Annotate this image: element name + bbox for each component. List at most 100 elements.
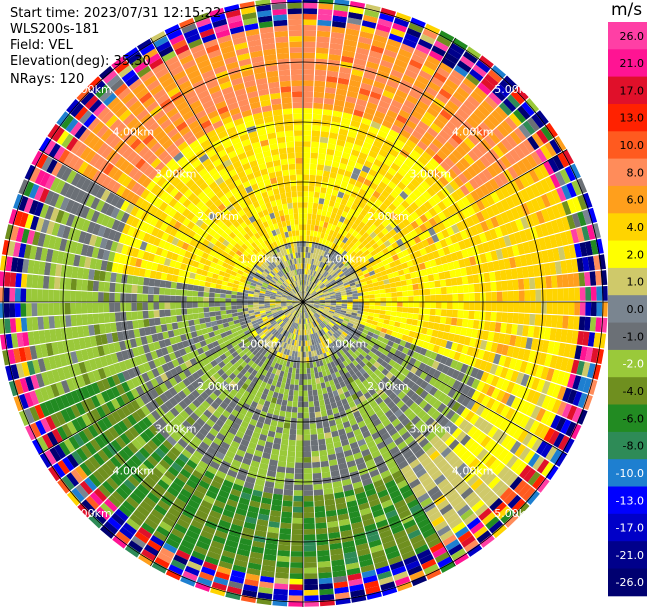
- velocity-gate: [426, 55, 441, 67]
- velocity-gate: [311, 264, 315, 271]
- velocity-gate: [352, 262, 359, 269]
- velocity-gate: [281, 433, 290, 440]
- velocity-gate: [561, 200, 572, 216]
- velocity-gate: [297, 351, 301, 358]
- velocity-gate: [334, 214, 341, 221]
- velocity-gate: [114, 292, 121, 302]
- velocity-gate: [327, 143, 336, 151]
- velocity-gate: [461, 248, 469, 259]
- velocity-gate: [388, 148, 399, 158]
- velocity-gate: [492, 87, 506, 102]
- velocity-gate: [525, 186, 536, 200]
- velocity-gate: [473, 86, 488, 100]
- velocity-gate: [303, 196, 309, 203]
- velocity-gate: [503, 258, 511, 270]
- velocity-gate: [103, 302, 110, 313]
- velocity-gate: [394, 58, 408, 69]
- velocity-gate: [358, 188, 367, 197]
- velocity-gate: [566, 214, 576, 230]
- velocity-gate: [303, 191, 309, 197]
- velocity-gate: [498, 259, 506, 270]
- velocity-gate: [475, 223, 484, 234]
- velocity-gate: [576, 257, 584, 272]
- velocity-gate: [315, 416, 323, 424]
- velocity-gate: [379, 243, 387, 251]
- velocity-gate: [318, 394, 324, 401]
- velocity-gate: [363, 308, 370, 313]
- velocity-gate: [303, 418, 310, 424]
- velocity-gate: [54, 315, 61, 329]
- velocity-gate: [462, 169, 473, 181]
- velocity-gate: [359, 122, 370, 131]
- velocity-gate: [231, 305, 237, 310]
- velocity-gate: [303, 180, 309, 186]
- velocity-gate: [517, 278, 525, 290]
- velocity-gate: [382, 274, 389, 281]
- velocity-gate: [323, 279, 329, 285]
- velocity-gate: [309, 264, 313, 270]
- velocity-gate: [310, 224, 315, 231]
- velocity-gate: [352, 307, 359, 311]
- velocity-gate: [369, 50, 383, 60]
- velocity-gate: [351, 237, 359, 245]
- velocity-gate: [438, 272, 446, 280]
- velocity-gate: [351, 68, 364, 77]
- velocity-gate: [280, 517, 292, 524]
- velocity-gate: [451, 309, 458, 318]
- velocity-gate: [360, 246, 368, 253]
- velocity-gate: [419, 214, 429, 223]
- velocity-gate: [309, 169, 317, 176]
- velocity-gate: [314, 75, 326, 82]
- velocity-gate: [310, 439, 319, 446]
- velocity-gate: [466, 95, 481, 108]
- velocity-gate: [515, 218, 525, 231]
- velocity-gate: [311, 219, 316, 226]
- velocity-gate: [379, 289, 386, 294]
- velocity-gate: [508, 233, 517, 246]
- velocity-gate: [164, 309, 171, 317]
- velocity-gate: [345, 200, 353, 208]
- velocity-gate: [348, 208, 356, 216]
- velocity-gate: [342, 279, 349, 284]
- velocity-gate: [109, 312, 116, 323]
- velocity-gate: [335, 196, 343, 204]
- velocity-gate: [312, 389, 318, 396]
- velocity-gate: [285, 467, 295, 474]
- velocity-gate: [458, 240, 467, 250]
- velocity-gate: [434, 241, 443, 250]
- velocity-gate: [358, 152, 368, 160]
- velocity-gate: [559, 231, 569, 246]
- velocity-gate: [351, 114, 363, 123]
- velocity-gate: [505, 196, 516, 209]
- velocity-gate: [543, 160, 555, 176]
- velocity-gate: [540, 314, 547, 327]
- velocity-gate: [595, 238, 604, 254]
- velocity-gate: [350, 284, 357, 289]
- velocity-gate: [410, 17, 426, 29]
- velocity-gate: [397, 167, 408, 177]
- velocity-gate: [310, 230, 314, 237]
- velocity-gate: [142, 294, 148, 302]
- velocity-gate: [484, 73, 499, 87]
- velocity-gate: [488, 148, 500, 162]
- velocity-gate: [315, 180, 322, 187]
- velocity-gate: [292, 523, 303, 530]
- velocity-gate: [338, 227, 345, 235]
- velocity-gate: [325, 87, 336, 94]
- velocity-gate: [277, 550, 290, 557]
- velocity-gate: [384, 114, 396, 124]
- velocity-gate: [323, 271, 329, 278]
- velocity-gate: [315, 287, 321, 292]
- velocity-gate: [278, 455, 287, 462]
- velocity-gate: [373, 285, 380, 291]
- velocity-gate: [513, 302, 520, 313]
- velocity-gate: [374, 289, 381, 295]
- velocity-gate: [531, 132, 544, 148]
- velocity-gate: [391, 306, 398, 312]
- velocity-gate: [307, 286, 310, 292]
- velocity-gate: [388, 33, 404, 43]
- velocity-gate: [311, 136, 320, 143]
- velocity-gate: [337, 168, 346, 176]
- velocity-gate: [334, 266, 340, 273]
- velocity-gate: [389, 315, 397, 322]
